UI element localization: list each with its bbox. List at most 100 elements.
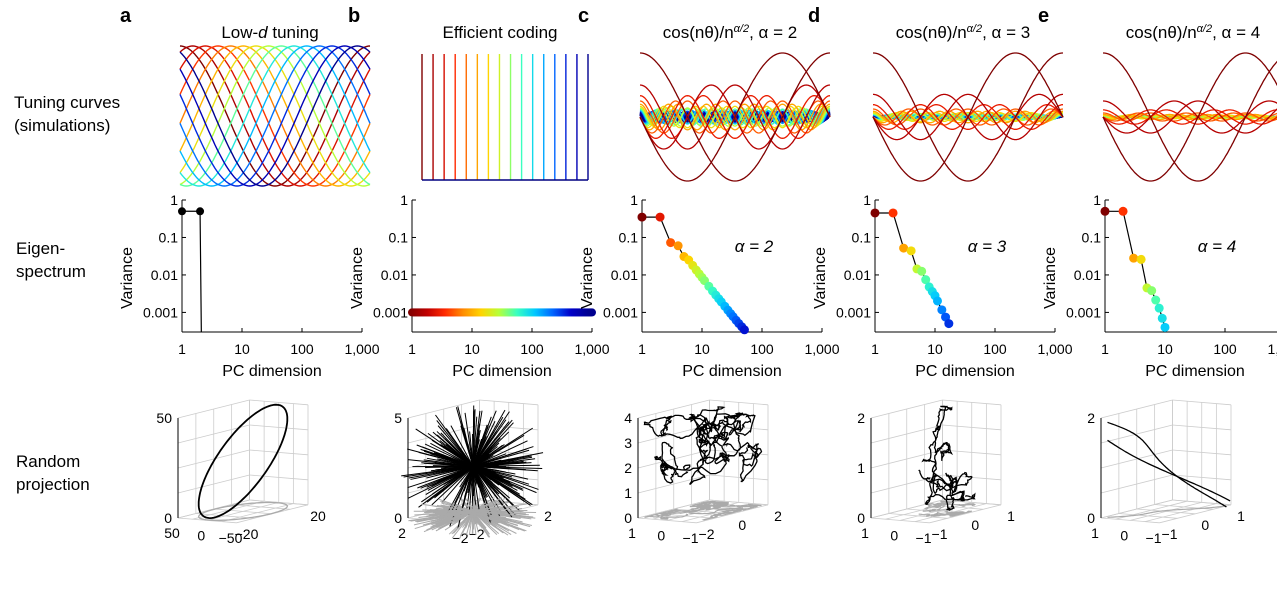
projection-shadow	[464, 503, 474, 512]
projection-shadow	[472, 497, 482, 512]
alpha-annotation-e: α = 4	[1198, 237, 1237, 256]
projection-trajectory	[472, 440, 528, 467]
tuning-curve	[872, 112, 1064, 122]
panel-title-part: d	[258, 23, 268, 42]
panel-title-part: α/2	[734, 23, 749, 35]
y-axis-label: Variance	[812, 247, 829, 309]
spectrum-point	[196, 207, 205, 216]
projection-trajectory	[424, 443, 474, 467]
floor-grid	[221, 503, 294, 522]
spectrum-point	[917, 266, 927, 276]
projection-trajectory	[459, 466, 474, 488]
z-tick-label: 4	[624, 410, 632, 426]
projection-trajectory	[407, 465, 474, 489]
row-label-proj-2: projection	[16, 475, 90, 494]
y-proj-tick-label: −20	[235, 526, 259, 542]
projection-shadow	[472, 511, 479, 533]
tuning-curves-a	[179, 45, 371, 187]
spectrum-point	[1129, 253, 1139, 263]
z-tick-label: 2	[1087, 410, 1095, 426]
z-tick-label: 0	[1087, 510, 1095, 526]
panel-letter-d: d	[808, 5, 820, 27]
spectrum-point	[655, 212, 665, 222]
y-tick-label: 0.1	[619, 229, 639, 245]
wall-grid	[1100, 424, 1173, 444]
eigenspectrum-d: 1 0.1 0.01 0.001 1 10 100 1,000 PC dimension Vari…	[812, 192, 1073, 380]
panel-title-part: , α = 2	[749, 23, 797, 42]
row-label-tuning-1: Tuning curves	[14, 93, 120, 112]
projection-trajectory	[453, 453, 474, 467]
projection-trajectory	[441, 466, 474, 503]
projection-trajectory	[472, 466, 480, 510]
x-axis-label: PC dimension	[222, 363, 322, 380]
random-projection-e: 201 0 −1 −101	[1087, 399, 1245, 546]
floor-grid	[1130, 502, 1202, 521]
x-tick-label: 10	[1157, 341, 1173, 357]
projection-trajectory	[464, 466, 474, 485]
y-proj-tick-label: 2	[774, 508, 782, 524]
tuning-curves-b	[421, 54, 589, 181]
z-tick-label: 1	[857, 460, 865, 476]
row-labels: Tuning curves (simulations) Eigen- spect…	[14, 93, 120, 494]
projection-trajectory	[437, 458, 474, 467]
spectrum-point	[178, 207, 186, 216]
projection-shadow	[644, 500, 762, 521]
projection-trajectory	[472, 439, 486, 467]
projection-shadow	[918, 500, 976, 517]
x-axis-label: PC dimension	[682, 363, 782, 380]
tuning-curve	[639, 52, 831, 182]
projection-shadow	[469, 504, 474, 512]
panel-letter-e: e	[1038, 5, 1049, 27]
projection-trajectory	[472, 466, 516, 516]
tuning-curves-c	[639, 52, 831, 182]
y-tick-label: 0.01	[844, 267, 871, 283]
projection-trajectory	[472, 409, 506, 467]
tuning-curve	[1102, 52, 1277, 182]
y-axis-label: Variance	[119, 247, 136, 309]
panel-title-part: cos(nθ)/n	[663, 23, 734, 42]
y-axis-label: Variance	[579, 247, 596, 309]
spectrum-point	[673, 241, 683, 251]
wall-grid	[870, 424, 943, 444]
projection-trajectory	[472, 465, 516, 475]
panel-title-part: tuning	[268, 23, 319, 42]
projection-shadow	[467, 511, 474, 527]
wall-grid	[249, 399, 309, 406]
tuning-curve	[639, 100, 831, 134]
x-tick-label: 1	[178, 341, 186, 357]
projection-shadow	[472, 510, 491, 524]
spectrum-point	[932, 296, 942, 306]
wall-grid	[1172, 399, 1232, 406]
spectrum-point	[1157, 313, 1167, 323]
projection-trajectory	[408, 465, 474, 479]
x-proj-tick-label: 0	[657, 527, 665, 543]
floor-grid	[1159, 504, 1232, 524]
z-tick-label: 5	[394, 410, 402, 426]
wall-grid	[177, 399, 250, 419]
tuning-curve	[873, 110, 1063, 124]
y-proj-tick-label: 0	[971, 517, 979, 533]
projection-shadow	[1107, 505, 1227, 518]
random-projection-b: 502−2−22	[394, 399, 552, 546]
spectrum-point	[1160, 322, 1170, 332]
y-tick-label: 1	[630, 192, 638, 208]
tuning-curves-d	[872, 52, 1064, 182]
eigenspectrum-b: 1 0.1 0.01 0.001 1 10 100 1,000 PC dimension Vari…	[349, 192, 610, 380]
wall-grid	[479, 399, 539, 406]
floor-grid	[1144, 503, 1217, 522]
projection-trajectory	[463, 427, 474, 467]
x-proj-tick-label: 2	[398, 525, 406, 541]
spectrum-point	[1151, 295, 1161, 305]
x-tick-label: 1	[408, 341, 416, 357]
x-tick-label: 1	[871, 341, 879, 357]
projection-trajectory	[437, 425, 474, 467]
panel-title-c: cos(nθ)/nα/2, α = 2	[663, 23, 797, 42]
projection-trajectory	[472, 465, 504, 479]
projection-shadow	[472, 504, 506, 512]
wall-grid	[942, 399, 1002, 406]
projection-trajectory	[472, 424, 488, 467]
wall-grid	[942, 424, 1002, 431]
